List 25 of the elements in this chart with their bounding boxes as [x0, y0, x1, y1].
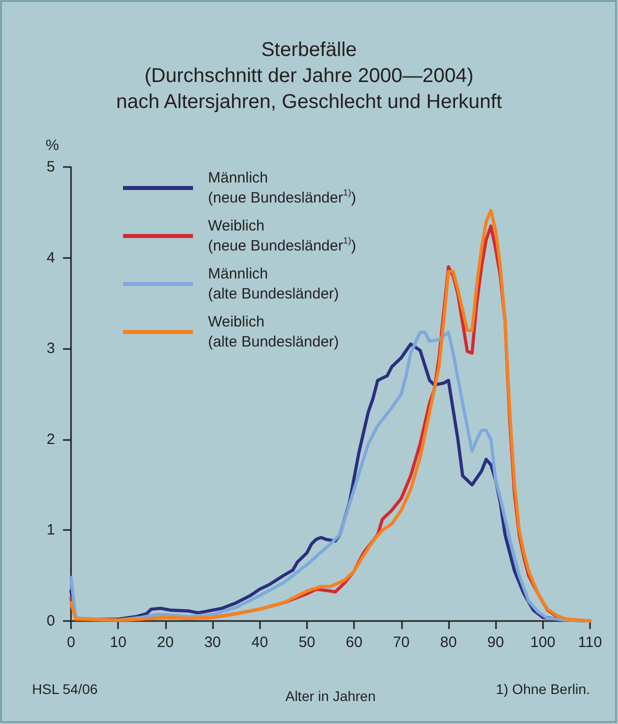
legend-label: Weiblich (alte Bundesländer): [208, 314, 339, 350]
x-tick-label: 30: [204, 634, 221, 651]
y-tick-label: 2: [46, 430, 55, 448]
x-tick-label: 0: [66, 634, 76, 651]
x-tick-label: 50: [298, 634, 316, 651]
text: HSL 54/06: [32, 681, 98, 697]
text: 1) Ohne Berlin.: [496, 681, 590, 697]
y-tick-label: 5: [46, 158, 55, 176]
x-tick-label: 40: [251, 634, 268, 651]
x-tick-label: 80: [440, 634, 457, 651]
y-tick-label: 1: [46, 522, 55, 539]
x-tick-label: 10: [110, 634, 127, 651]
x-axis-title: Alter in Jahren: [285, 688, 376, 704]
x-tick-label: 70: [392, 634, 410, 651]
x-tick-label: 100: [530, 634, 556, 651]
y-axis-title: %: [46, 137, 59, 154]
x-tick-label: 60: [346, 634, 362, 651]
y-tick-label: 4: [46, 249, 55, 266]
x-tick-label: 90: [487, 634, 504, 651]
x-tick-label: 20: [157, 634, 174, 651]
y-tick-label: 3: [46, 340, 55, 358]
legend-label: Männlich (alte Bundesländer): [208, 266, 339, 302]
chart-title: Sterbefälle (Durchschnitt der Jahre 2000—2004) nach Altersjahren, Geschlecht und Herkunft: [116, 39, 502, 113]
x-tick-label: 110: [578, 634, 602, 651]
y-tick-label: 0: [46, 612, 55, 630]
